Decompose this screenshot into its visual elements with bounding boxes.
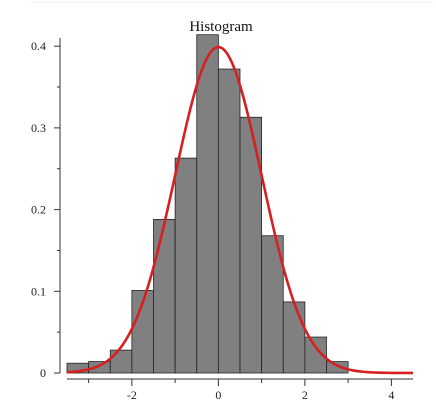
chart-title: Histogram <box>189 19 253 35</box>
histogram-bar-2 <box>109 349 133 374</box>
histogram-bar-6 <box>196 34 219 374</box>
y-tick-label-2: 0.2 <box>31 203 46 217</box>
histogram-bar-12 <box>326 361 349 374</box>
y-tick-label-4: 0.4 <box>31 39 46 53</box>
x-tick-label-1: 0 <box>215 388 221 400</box>
curve-group <box>66 45 414 375</box>
histogram-bar-4 <box>153 218 176 374</box>
y-tick-label-1: 0.1 <box>31 284 46 298</box>
y-tick-label-3: 0.3 <box>31 121 46 135</box>
x-tick-label-2: 2 <box>302 388 308 400</box>
histogram-bar-5 <box>174 157 198 374</box>
x-tick-label-3: 4 <box>388 388 394 400</box>
density-curve <box>66 45 414 375</box>
bars-group <box>66 34 349 374</box>
histogram-bar-7 <box>217 68 241 374</box>
histogram-bar-10 <box>282 301 306 374</box>
y-tick-label-0: 0 <box>40 366 46 380</box>
axes-group: 0 0.1 0.2 0.3 0.4 -2 0 2 4 <box>31 38 413 400</box>
histogram-bar-11 <box>304 336 327 374</box>
x-tick-label-0: -2 <box>127 388 137 400</box>
